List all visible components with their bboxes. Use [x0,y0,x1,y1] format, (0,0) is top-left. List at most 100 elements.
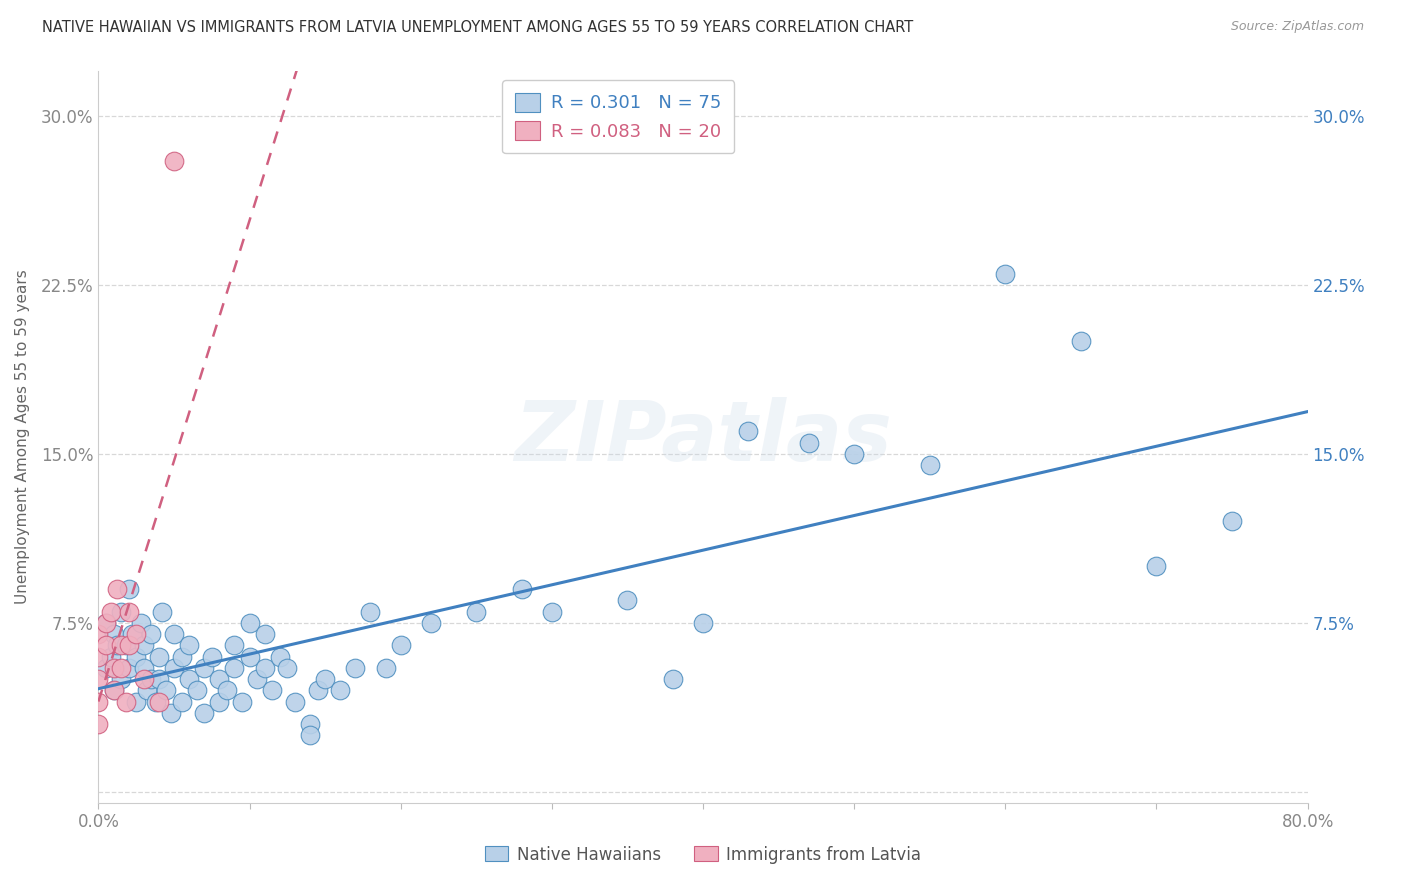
Point [94,615,117,630]
Point [163,627,186,641]
Point [284,694,307,708]
Legend: Native Hawaiians, Immigrants from Latvia: Native Hawaiians, Immigrants from Latvia [478,839,928,871]
Point [148,649,170,664]
Point [692,615,714,630]
Point [114,638,136,652]
Point [105,582,128,596]
Point [118,661,141,675]
Point [110,672,132,686]
Point [148,694,170,708]
Point [121,627,143,641]
Point [231,694,253,708]
Point [132,661,155,675]
Point [918,458,941,473]
Point [465,605,488,619]
Point [87,649,110,664]
Point [374,661,396,675]
Point [299,717,322,731]
Point [179,638,201,652]
Point [118,638,141,652]
Point [163,661,186,675]
Point [224,638,246,652]
Legend: R = 0.301   N = 75, R = 0.083   N = 20: R = 0.301 N = 75, R = 0.083 N = 20 [502,80,734,153]
Point [87,672,110,686]
Point [344,661,367,675]
Y-axis label: Unemployment Among Ages 55 to 59 years: Unemployment Among Ages 55 to 59 years [15,269,30,605]
Point [170,694,193,708]
Point [129,615,152,630]
Point [118,605,141,619]
Point [994,267,1017,281]
Point [125,649,148,664]
Point [132,672,155,686]
Point [103,627,125,641]
Point [253,627,276,641]
Point [94,661,117,675]
Point [797,435,820,450]
Text: NATIVE HAWAIIAN VS IMMIGRANTS FROM LATVIA UNEMPLOYMENT AMONG AGES 55 TO 59 YEARS: NATIVE HAWAIIAN VS IMMIGRANTS FROM LATVI… [42,20,914,35]
Point [163,154,186,169]
Point [100,649,122,664]
Point [737,425,759,439]
Point [389,638,412,652]
Point [844,447,866,461]
Point [540,605,562,619]
Point [125,694,148,708]
Point [100,605,122,619]
Point [239,615,262,630]
Point [141,627,163,641]
Point [110,638,132,652]
Point [246,672,269,686]
Point [329,683,352,698]
Point [360,605,382,619]
Point [145,694,167,708]
Point [94,615,117,630]
Point [114,694,136,708]
Point [269,649,291,664]
Point [420,615,443,630]
Point [87,627,110,641]
Point [307,683,329,698]
Point [150,605,173,619]
Point [193,661,215,675]
Point [510,582,533,596]
Point [135,683,157,698]
Point [103,683,125,698]
Point [193,706,215,720]
Point [155,683,177,698]
Point [94,638,117,652]
Point [148,672,170,686]
Point [208,672,231,686]
Point [141,672,163,686]
Point [201,649,224,664]
Point [87,717,110,731]
Point [224,661,246,675]
Point [103,683,125,698]
Point [132,638,155,652]
Point [208,694,231,708]
Text: Source: ZipAtlas.com: Source: ZipAtlas.com [1230,20,1364,33]
Point [170,649,193,664]
Point [239,649,262,664]
Point [110,661,132,675]
Point [160,706,183,720]
Point [661,672,683,686]
Point [253,661,276,675]
Point [1070,334,1092,349]
Point [105,638,128,652]
Point [215,683,238,698]
Point [103,661,125,675]
Point [314,672,336,686]
Point [110,605,132,619]
Text: ZIPatlas: ZIPatlas [515,397,891,477]
Point [276,661,298,675]
Point [262,683,284,698]
Point [186,683,208,698]
Point [118,582,141,596]
Point [616,593,638,607]
Point [1220,515,1243,529]
Point [179,672,201,686]
Point [1144,559,1167,574]
Point [87,694,110,708]
Point [125,627,148,641]
